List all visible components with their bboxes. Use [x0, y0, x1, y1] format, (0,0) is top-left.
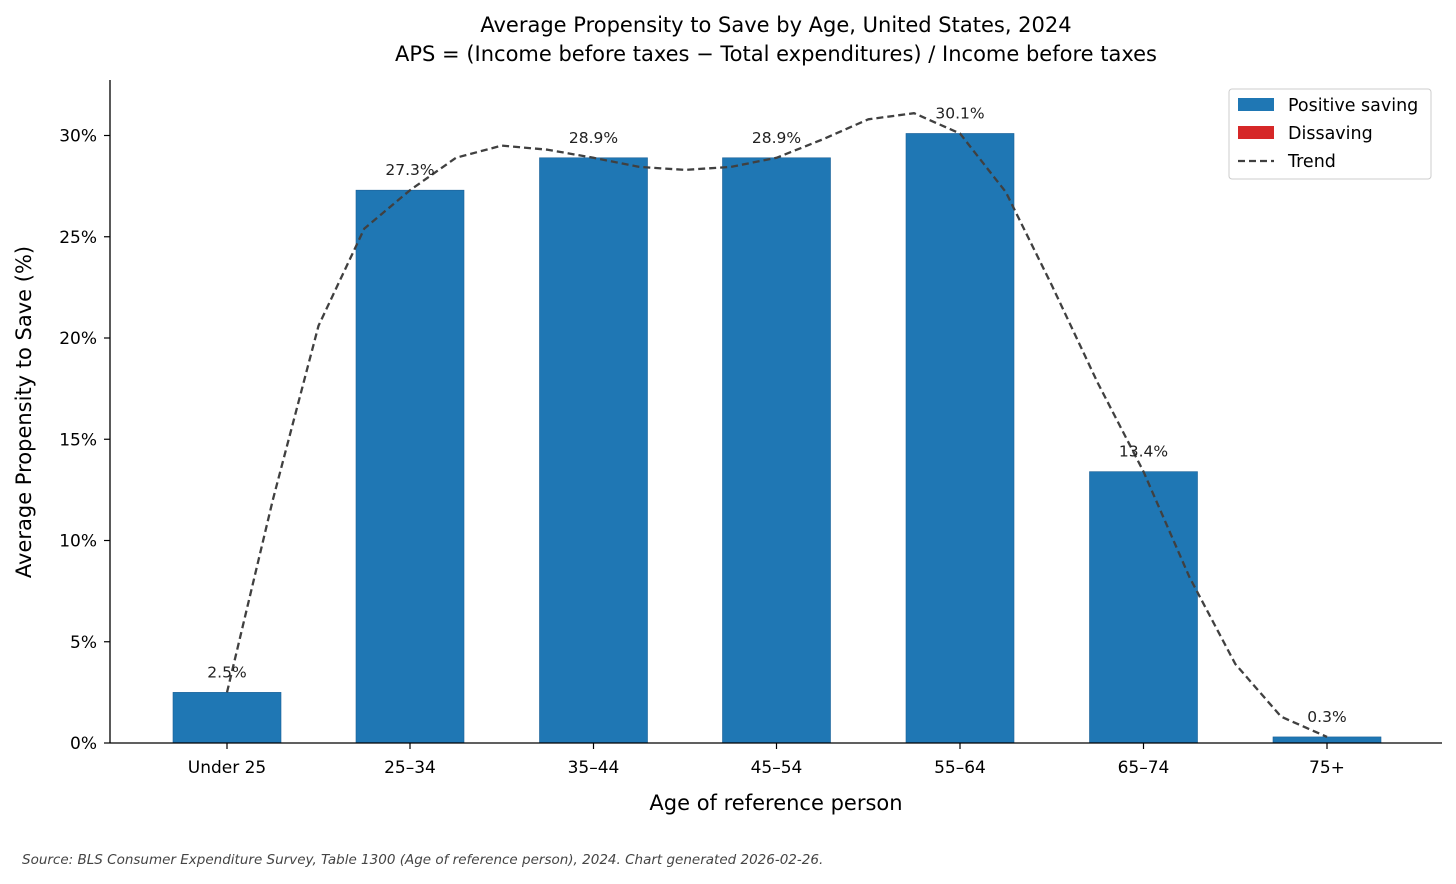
bar-5 [905, 133, 1015, 744]
bar-3 [539, 157, 648, 744]
bar-group [172, 133, 1382, 744]
y-tick-label: 0% [70, 734, 97, 754]
y-tick-label: 20% [59, 329, 97, 349]
x-tick-label: 45–54 [751, 758, 803, 778]
data-label-group: 2.5% 27.3% 28.9% 28.9% 30.1% 13.4% 0.3% [207, 104, 1346, 725]
bar-6 [1089, 471, 1198, 744]
y-axis-ticks: 0% 5% 10% 15% 20% 25% 30% [59, 127, 110, 754]
y-tick-label: 5% [70, 633, 97, 653]
x-tick-label: 65–74 [1118, 758, 1170, 778]
trend-layer [225, 112, 1328, 738]
x-tick-label: 35–44 [568, 758, 620, 778]
x-axis-title: Age of reference person [649, 791, 902, 815]
legend-swatch-dissaving [1238, 126, 1274, 139]
chart-title: Average Propensity to Save by Age, Unite… [480, 13, 1071, 37]
x-tick-label: 55–64 [934, 758, 986, 778]
bar-2 [355, 189, 465, 744]
bar-1 [172, 692, 282, 744]
chart-subtitle: APS = (Income before taxes − Total expen… [395, 42, 1157, 66]
data-label-3: 28.9% [569, 129, 618, 147]
bar-7 [1272, 736, 1382, 744]
bar-4 [722, 157, 831, 744]
x-tick-label: 75+ [1309, 758, 1345, 778]
data-label-7: 0.3% [1307, 708, 1346, 726]
data-label-1: 2.5% [207, 663, 246, 681]
x-tick-label: 25–34 [384, 758, 436, 778]
x-tick-label: Under 25 [188, 758, 267, 778]
legend-frame [1228, 88, 1432, 180]
data-label-4: 28.9% [752, 129, 801, 147]
data-label-6: 13.4% [1119, 443, 1168, 461]
trend-line [225, 112, 1328, 738]
x-axis-ticks: Under 25 25–34 35–44 45–54 55–64 65–74 75+ [188, 743, 1345, 778]
legend-label-trend: Trend [1287, 152, 1336, 172]
data-label-5: 30.1% [935, 104, 984, 122]
y-tick-label: 30% [59, 127, 97, 147]
data-label-2: 27.3% [385, 161, 434, 179]
y-tick-label: 15% [59, 430, 97, 450]
legend-swatch-positive [1238, 98, 1274, 111]
y-tick-label: 10% [59, 532, 97, 552]
legend-label-dissaving: Dissaving [1288, 124, 1373, 144]
legend: Positive saving Dissaving Trend [1228, 88, 1432, 180]
y-tick-label: 25% [59, 228, 97, 248]
source-note: Source: BLS Consumer Expenditure Survey,… [22, 852, 824, 868]
legend-label-positive: Positive saving [1288, 96, 1418, 116]
y-axis-title: Average Propensity to Save (%) [12, 246, 36, 578]
